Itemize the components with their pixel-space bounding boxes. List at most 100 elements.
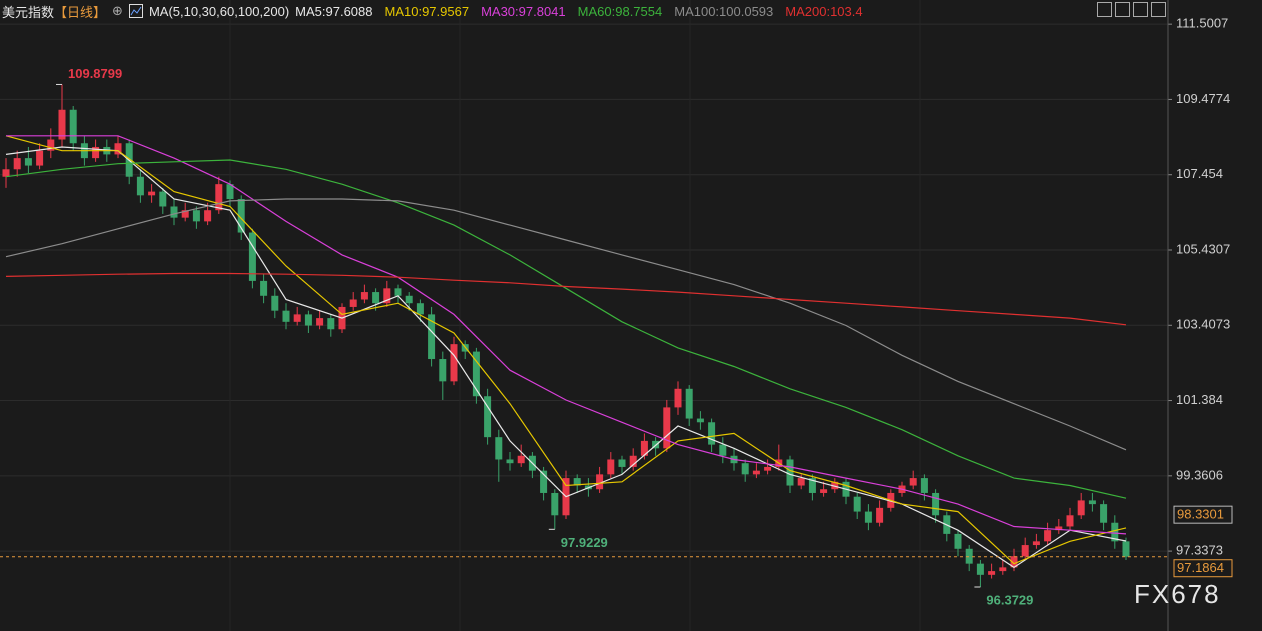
- last-price-tag: [1173, 559, 1233, 578]
- period[interactable]: 【日线】: [54, 4, 107, 20]
- candle-body: [1032, 541, 1040, 546]
- ma-line: [6, 135, 1127, 535]
- candle-body: [618, 459, 626, 467]
- candle-body: [719, 444, 727, 456]
- candle-body: [327, 318, 335, 330]
- candle-body: [204, 210, 212, 222]
- candle-body: [909, 478, 917, 486]
- tool-button[interactable]: [1133, 2, 1148, 17]
- candle-body: [484, 396, 492, 438]
- candle-body: [1021, 545, 1029, 557]
- candle-body: [170, 206, 178, 218]
- candle-body: [316, 318, 324, 326]
- candle-body: [551, 492, 559, 516]
- candle-body: [58, 109, 66, 140]
- ma-line: [5, 198, 1127, 451]
- annotation-label: 97.9229: [561, 535, 608, 550]
- candle-body: [976, 563, 984, 575]
- candle-body: [999, 567, 1007, 572]
- candle-body: [304, 314, 312, 326]
- candle-body: [1077, 500, 1085, 516]
- candle-body: [685, 388, 693, 419]
- toolbar: [1097, 2, 1166, 17]
- candle-body: [24, 158, 32, 166]
- candle-body: [428, 314, 436, 360]
- candle-body: [820, 489, 828, 493]
- candle-body: [708, 422, 716, 445]
- candle-body: [696, 418, 704, 423]
- legend-item: MA100:100.0593: [674, 3, 774, 19]
- tool-button[interactable]: [1097, 2, 1112, 17]
- candle-body: [215, 184, 223, 211]
- candle-body: [394, 288, 402, 296]
- tool-button[interactable]: [1115, 2, 1130, 17]
- candle-body: [181, 210, 189, 218]
- candle-body: [69, 109, 77, 144]
- candle-body: [2, 169, 10, 177]
- candle-body: [797, 478, 805, 486]
- candle-body: [540, 470, 548, 493]
- candle-body: [752, 470, 760, 475]
- title: 美元指数: [2, 4, 55, 20]
- candle-body: [226, 184, 234, 200]
- candle-body: [36, 150, 44, 166]
- candle-body: [965, 548, 973, 564]
- annotation-label: 96.3729: [986, 592, 1033, 607]
- candle-body: [517, 455, 525, 464]
- candle-body: [405, 295, 413, 304]
- y-tick-label: 105.4307: [1176, 241, 1230, 256]
- candle-body: [260, 280, 268, 296]
- candle-body: [383, 288, 391, 304]
- legend: MA5:97.6088 MA10:97.9567 MA30:97.8041 MA60:…: [295, 4, 862, 19]
- ma-line: [5, 135, 1127, 565]
- watermark: FX678: [1134, 579, 1221, 609]
- y-tick-label: 101.384: [1176, 392, 1223, 407]
- candle-body: [786, 459, 794, 486]
- y-tick-label: 103.4073: [1176, 317, 1230, 332]
- candle-body: [920, 478, 928, 493]
- candle-body: [764, 466, 772, 471]
- candle-body: [92, 146, 100, 159]
- candle-body: [640, 440, 648, 456]
- candle-body: [674, 388, 682, 408]
- candle-body: [293, 314, 301, 322]
- candle-body: [136, 176, 144, 196]
- candle-body: [439, 359, 447, 382]
- candle-body: [596, 474, 604, 490]
- last-price-label: 97.1864: [1177, 560, 1224, 575]
- candle-body: [741, 463, 749, 475]
- candle-body: [237, 199, 245, 233]
- candle-body: [372, 292, 380, 304]
- candle-body: [450, 344, 458, 382]
- candle-body: [988, 571, 996, 575]
- candle-body: [148, 191, 156, 196]
- candle-body: [629, 455, 637, 467]
- y-tick-label: 107.454: [1176, 166, 1223, 181]
- candle-body: [573, 478, 581, 486]
- indicator-icon[interactable]: [128, 4, 143, 18]
- candle-body: [472, 351, 480, 397]
- y-tick-label: 109.4774: [1176, 91, 1230, 106]
- legend-item: MA200:103.4: [785, 3, 863, 19]
- candle-body: [192, 210, 200, 222]
- candle-body: [416, 303, 424, 315]
- candle-body: [506, 459, 514, 464]
- price-tag: [1173, 505, 1233, 524]
- candle-body: [876, 507, 884, 523]
- candle-body: [282, 310, 290, 322]
- indicator[interactable]: MA(5,10,30,60,100,200): [148, 3, 290, 19]
- candle-body: [1044, 530, 1052, 542]
- legend-item: MA10:97.9567: [384, 3, 470, 19]
- tool-button[interactable]: [1151, 2, 1166, 17]
- y-tick-label: 99.3606: [1176, 467, 1223, 482]
- candle-body: [360, 292, 368, 300]
- candle-body: [808, 478, 816, 493]
- add-icon[interactable]: ⊕: [112, 3, 123, 18]
- candle-body: [349, 299, 357, 307]
- ma-line: [5, 159, 1127, 499]
- price-tag-label: 98.3301: [1177, 507, 1224, 522]
- candle-body: [1111, 522, 1119, 542]
- ma-line: [5, 146, 1127, 569]
- candle-body: [954, 533, 962, 549]
